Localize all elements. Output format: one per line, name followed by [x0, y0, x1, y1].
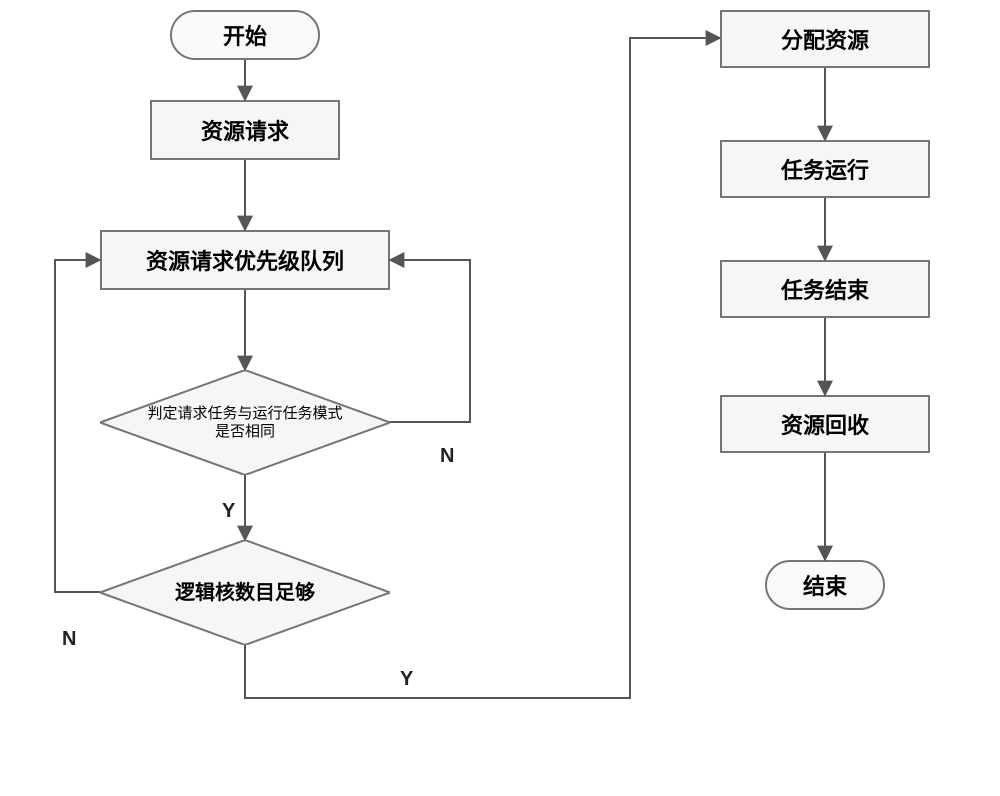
- d2-no-label: N: [62, 628, 76, 651]
- d2-yes-label: Y: [400, 668, 413, 691]
- task-done-node: 任务结束: [720, 260, 930, 318]
- priority-queue-label: 资源请求优先级队列: [146, 244, 344, 276]
- end-label: 结束: [803, 569, 847, 601]
- edge: [55, 260, 100, 592]
- decision-cores-node: 逻辑核数目足够: [100, 540, 390, 645]
- decision-mode-node: 判定请求任务与运行任务模式是否相同: [100, 370, 390, 475]
- edge: [390, 260, 470, 422]
- task-run-node: 任务运行: [720, 140, 930, 198]
- recycle-node: 资源回收: [720, 395, 930, 453]
- d1-no-label: N: [440, 445, 454, 468]
- recycle-label: 资源回收: [781, 408, 869, 440]
- resource-request-node: 资源请求: [150, 100, 340, 160]
- d1-yes-label: Y: [222, 500, 235, 523]
- resource-request-label: 资源请求: [201, 114, 289, 146]
- priority-queue-node: 资源请求优先级队列: [100, 230, 390, 290]
- start-node: 开始: [170, 10, 320, 60]
- task-done-label: 任务结束: [781, 273, 869, 305]
- allocate-node: 分配资源: [720, 10, 930, 68]
- decision-mode-label: 判定请求任务与运行任务模式是否相同: [141, 405, 350, 441]
- start-label: 开始: [223, 19, 267, 51]
- decision-cores-label: 逻辑核数目足够: [175, 581, 315, 605]
- end-node: 结束: [765, 560, 885, 610]
- task-run-label: 任务运行: [781, 153, 869, 185]
- allocate-label: 分配资源: [781, 23, 869, 55]
